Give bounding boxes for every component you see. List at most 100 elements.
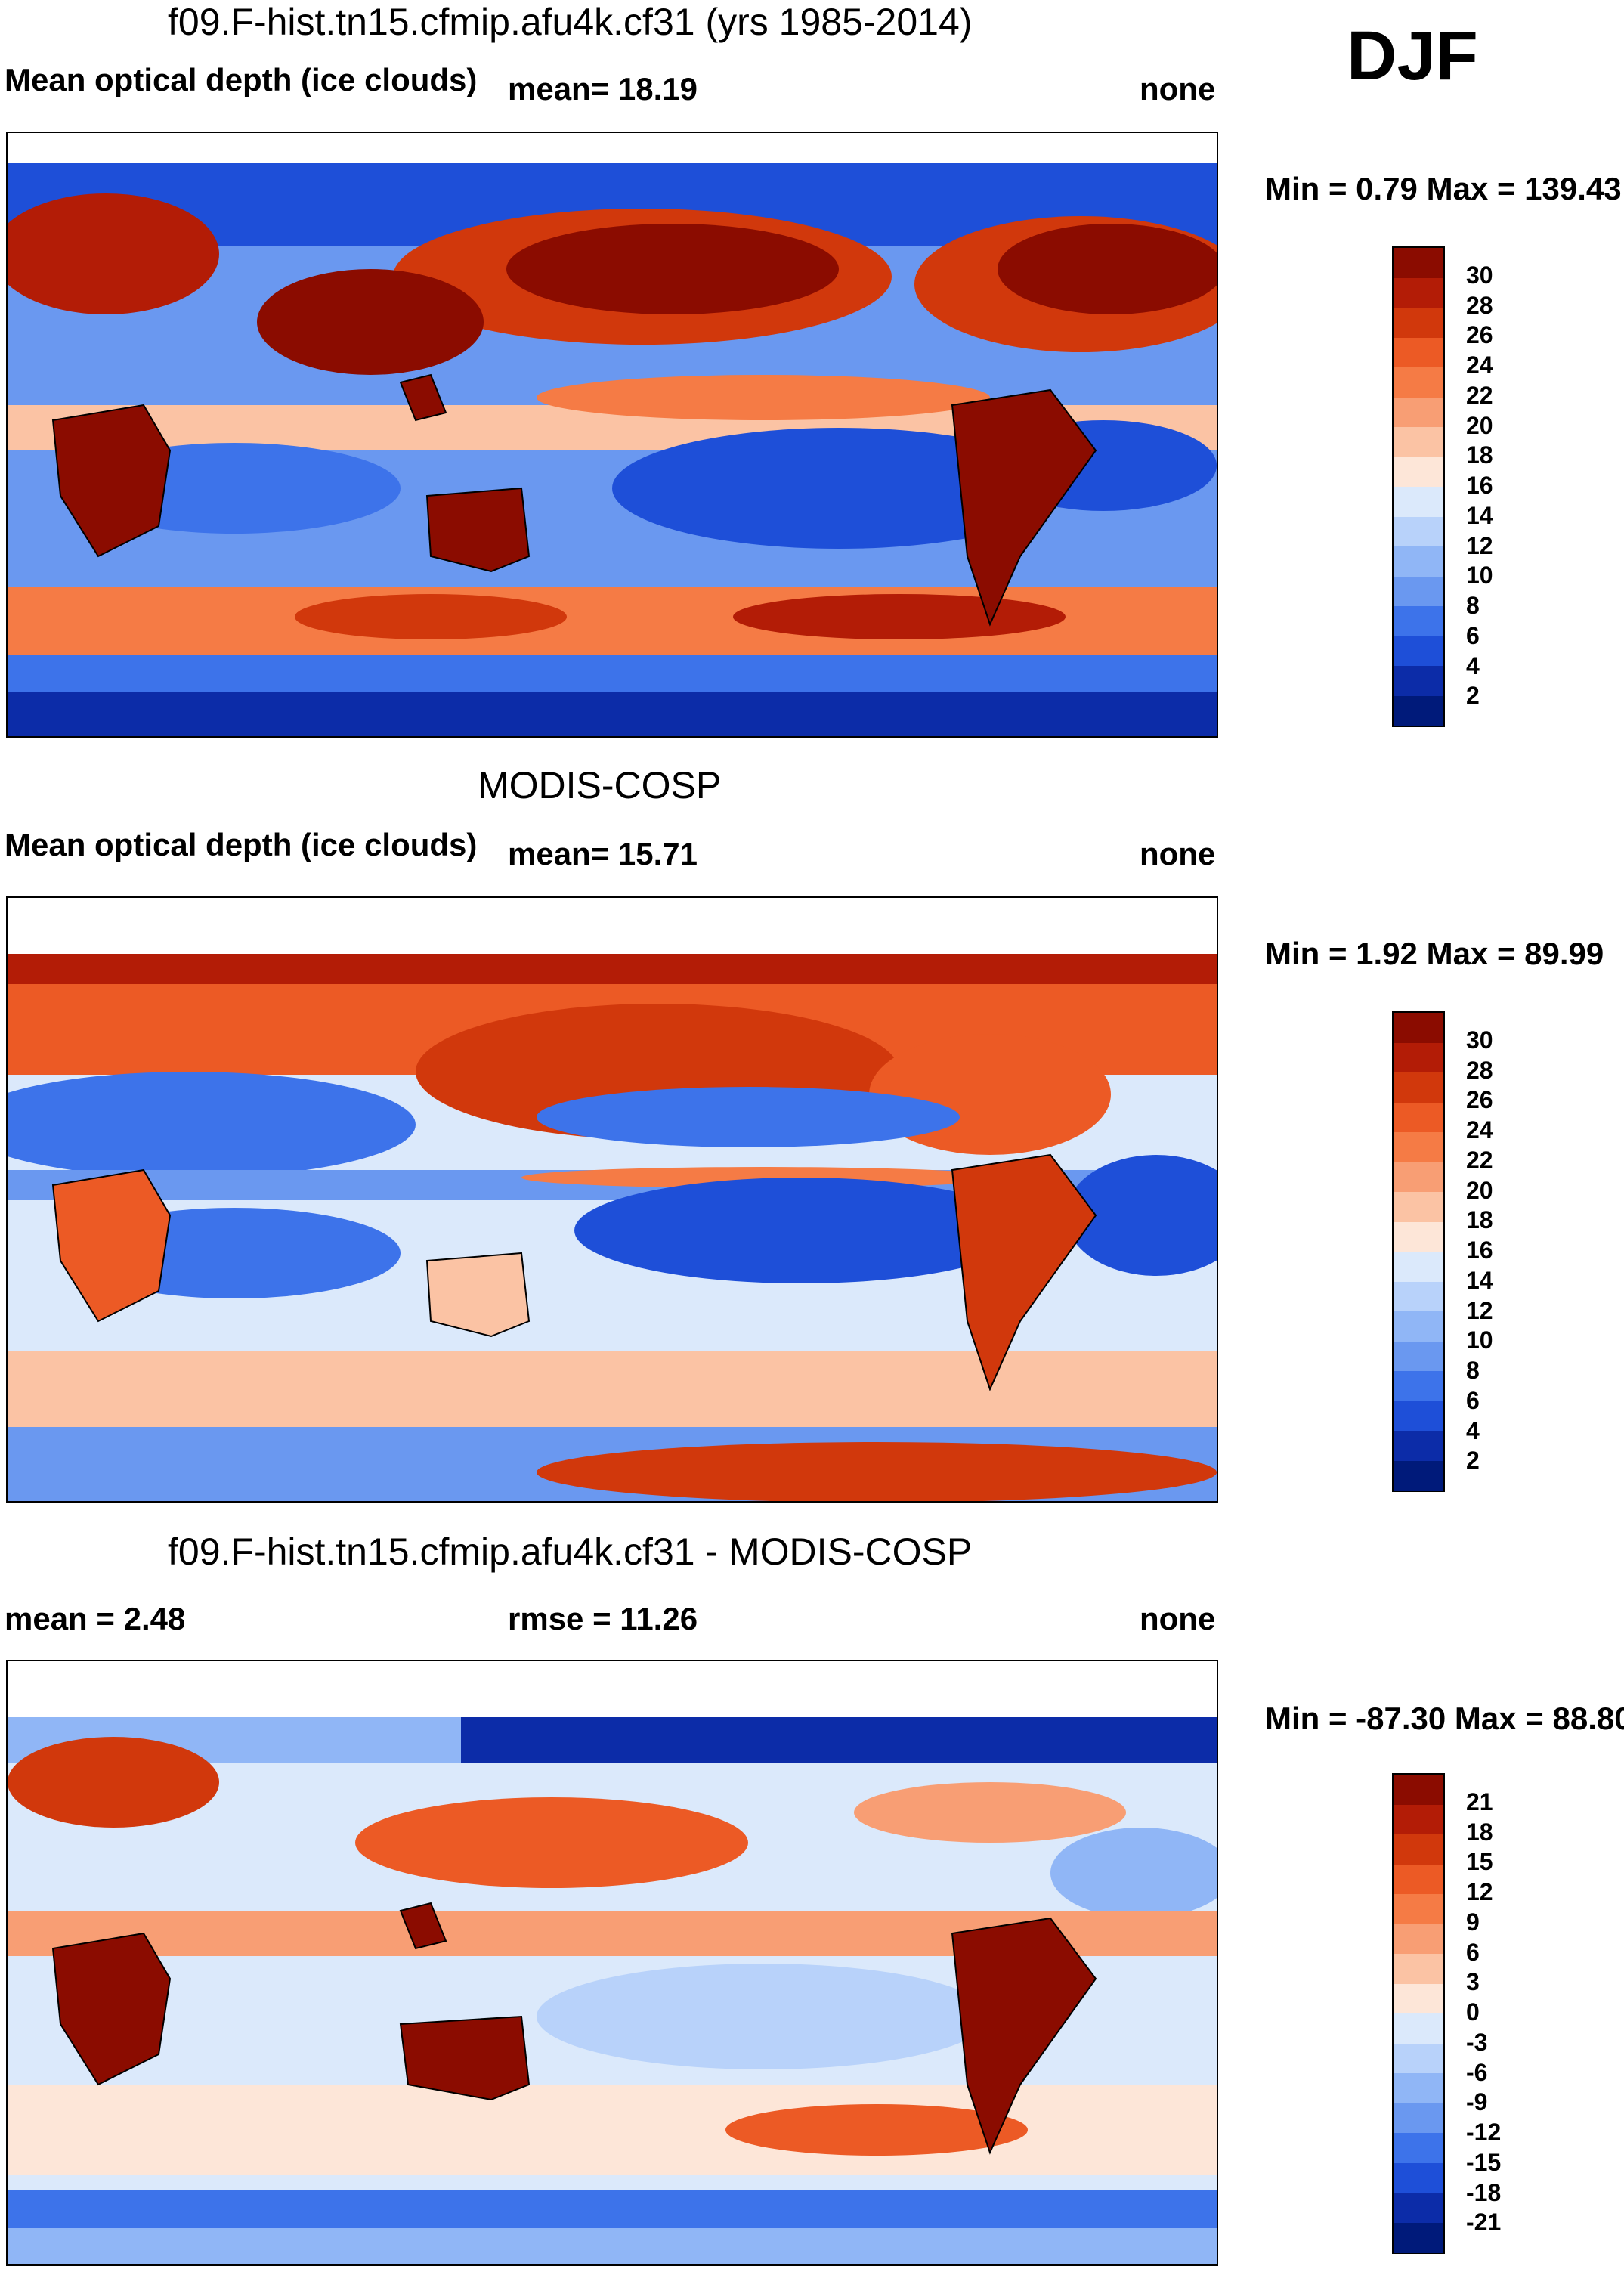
panel3-title: f09.F-hist.tn15.cfmip.afu4k.cf31 - MODIS… bbox=[168, 1531, 973, 1573]
colorbar-tick-label: 4 bbox=[1466, 652, 1480, 679]
colorbar-box bbox=[1394, 277, 1443, 308]
colorbar-tick-label: 6 bbox=[1466, 621, 1480, 649]
colorbar-box bbox=[1394, 1775, 1443, 1805]
colorbar-tick-label: 18 bbox=[1466, 1206, 1493, 1234]
colorbar-box bbox=[1394, 2222, 1443, 2253]
colorbar-box bbox=[1394, 1924, 1443, 1955]
colorbar-box bbox=[1394, 2103, 1443, 2134]
colorbar-tick-label: 24 bbox=[1466, 351, 1493, 379]
panel3-rmse-label: rmse = 11.26 bbox=[508, 1601, 698, 1636]
panel3-mean-label: mean = 2.48 bbox=[5, 1601, 186, 1636]
colorbar-tick-label: 8 bbox=[1466, 1357, 1480, 1384]
colorbar-tick-label: 21 bbox=[1466, 1788, 1493, 1815]
colorbar-tick-label: 28 bbox=[1466, 291, 1493, 319]
colorbar-tick-label: 4 bbox=[1466, 1416, 1480, 1444]
colorbar-box bbox=[1394, 308, 1443, 338]
colorbar-box bbox=[1394, 1460, 1443, 1491]
panel3-colorbar bbox=[1392, 1773, 1445, 2254]
colorbar-tick-label: 22 bbox=[1466, 1146, 1493, 1174]
colorbar-box bbox=[1394, 427, 1443, 457]
panel3-minmax: Min = -87.30 Max = 88.80 bbox=[1265, 1701, 1624, 1736]
colorbar-tick-label: 30 bbox=[1466, 1026, 1493, 1054]
panel3-map bbox=[6, 1660, 1218, 2266]
panel3-units-label: none bbox=[1140, 1601, 1216, 1636]
colorbar-box bbox=[1394, 606, 1443, 636]
colorbar-box bbox=[1394, 1072, 1443, 1103]
colorbar-tick-label: 12 bbox=[1466, 1878, 1493, 1905]
colorbar-tick-label: 10 bbox=[1466, 1326, 1493, 1354]
colorbar-box bbox=[1394, 457, 1443, 488]
colorbar-box bbox=[1394, 1834, 1443, 1865]
colorbar-tick-label: -12 bbox=[1466, 2119, 1502, 2146]
colorbar-box bbox=[1394, 1864, 1443, 1895]
colorbar-box bbox=[1394, 2043, 1443, 2074]
colorbar-box bbox=[1394, 2133, 1443, 2163]
panel1-map bbox=[6, 132, 1218, 738]
colorbar-box bbox=[1394, 1252, 1443, 1282]
colorbar-box bbox=[1394, 516, 1443, 547]
colorbar-box bbox=[1394, 636, 1443, 667]
colorbar-box bbox=[1394, 367, 1443, 398]
panel2-minmax: Min = 1.92 Max = 89.99 bbox=[1265, 936, 1604, 971]
colorbar-tick-label: 9 bbox=[1466, 1908, 1480, 1936]
colorbar-box bbox=[1394, 1013, 1443, 1043]
colorbar-box bbox=[1394, 1401, 1443, 1432]
panel2-colorbar bbox=[1392, 1011, 1445, 1492]
colorbar-tick-label: 26 bbox=[1466, 321, 1493, 349]
colorbar-box bbox=[1394, 666, 1443, 696]
panel1-units-label: none bbox=[1140, 71, 1216, 107]
colorbar-box bbox=[1394, 1281, 1443, 1312]
colorbar-tick-label: 12 bbox=[1466, 1296, 1493, 1324]
colorbar-tick-label: 20 bbox=[1466, 1176, 1493, 1204]
colorbar-box bbox=[1394, 1221, 1443, 1252]
colorbar-tick-label: 22 bbox=[1466, 381, 1493, 409]
colorbar-box bbox=[1394, 1132, 1443, 1162]
colorbar-box bbox=[1394, 1804, 1443, 1835]
colorbar-box bbox=[1394, 546, 1443, 577]
colorbar-box bbox=[1394, 397, 1443, 428]
panel1-variable-label: Mean optical depth (ice clouds) bbox=[5, 62, 478, 98]
colorbar-tick-label: 6 bbox=[1466, 1386, 1480, 1414]
panel2-units-label: none bbox=[1140, 836, 1216, 871]
colorbar-tick-label: -15 bbox=[1466, 2148, 1502, 2176]
colorbar-tick-label: 30 bbox=[1466, 261, 1493, 289]
colorbar-tick-label: 14 bbox=[1466, 1266, 1493, 1294]
colorbar-box bbox=[1394, 1192, 1443, 1222]
colorbar-tick-label: 18 bbox=[1466, 441, 1493, 469]
colorbar-tick-label: -21 bbox=[1466, 2208, 1502, 2236]
colorbar-tick-label: 28 bbox=[1466, 1056, 1493, 1084]
colorbar-tick-label: 24 bbox=[1466, 1116, 1493, 1144]
colorbar-box bbox=[1394, 1042, 1443, 1073]
colorbar-box bbox=[1394, 1894, 1443, 1924]
colorbar-box bbox=[1394, 2193, 1443, 2223]
panel2-variable-label: Mean optical depth (ice clouds) bbox=[5, 827, 478, 862]
colorbar-tick-label: 3 bbox=[1466, 1968, 1480, 1996]
colorbar-box bbox=[1394, 1983, 1443, 2014]
colorbar-tick-label: 16 bbox=[1466, 472, 1493, 499]
colorbar-box bbox=[1394, 1954, 1443, 1984]
colorbar-tick-label: 12 bbox=[1466, 531, 1493, 559]
colorbar-box bbox=[1394, 2013, 1443, 2044]
panel1-colorbar bbox=[1392, 246, 1445, 727]
colorbar-tick-label: 2 bbox=[1466, 1447, 1480, 1475]
colorbar-tick-label: 0 bbox=[1466, 1998, 1480, 2026]
colorbar-tick-label: -3 bbox=[1466, 2028, 1488, 2056]
colorbar-tick-label: 20 bbox=[1466, 411, 1493, 439]
colorbar-tick-label: 14 bbox=[1466, 501, 1493, 529]
panel2-map bbox=[6, 896, 1218, 1503]
colorbar-tick-label: 26 bbox=[1466, 1086, 1493, 1114]
colorbar-box bbox=[1394, 248, 1443, 278]
colorbar-tick-label: 6 bbox=[1466, 1938, 1480, 1966]
colorbar-box bbox=[1394, 1371, 1443, 1401]
colorbar-tick-label: 2 bbox=[1466, 682, 1480, 710]
panel1-title: f09.F-hist.tn15.cfmip.afu4k.cf31 (yrs 19… bbox=[168, 1, 973, 43]
colorbar-tick-label: 16 bbox=[1466, 1237, 1493, 1264]
colorbar-box bbox=[1394, 1162, 1443, 1193]
colorbar-tick-label: 15 bbox=[1466, 1848, 1493, 1876]
panel2-title: MODIS-COSP bbox=[478, 764, 722, 806]
colorbar-box bbox=[1394, 695, 1443, 726]
panel1-mean-label: mean= 18.19 bbox=[508, 71, 698, 107]
colorbar-tick-label: -9 bbox=[1466, 2088, 1488, 2116]
colorbar-box bbox=[1394, 1311, 1443, 1342]
colorbar-tick-label: -18 bbox=[1466, 2178, 1502, 2206]
